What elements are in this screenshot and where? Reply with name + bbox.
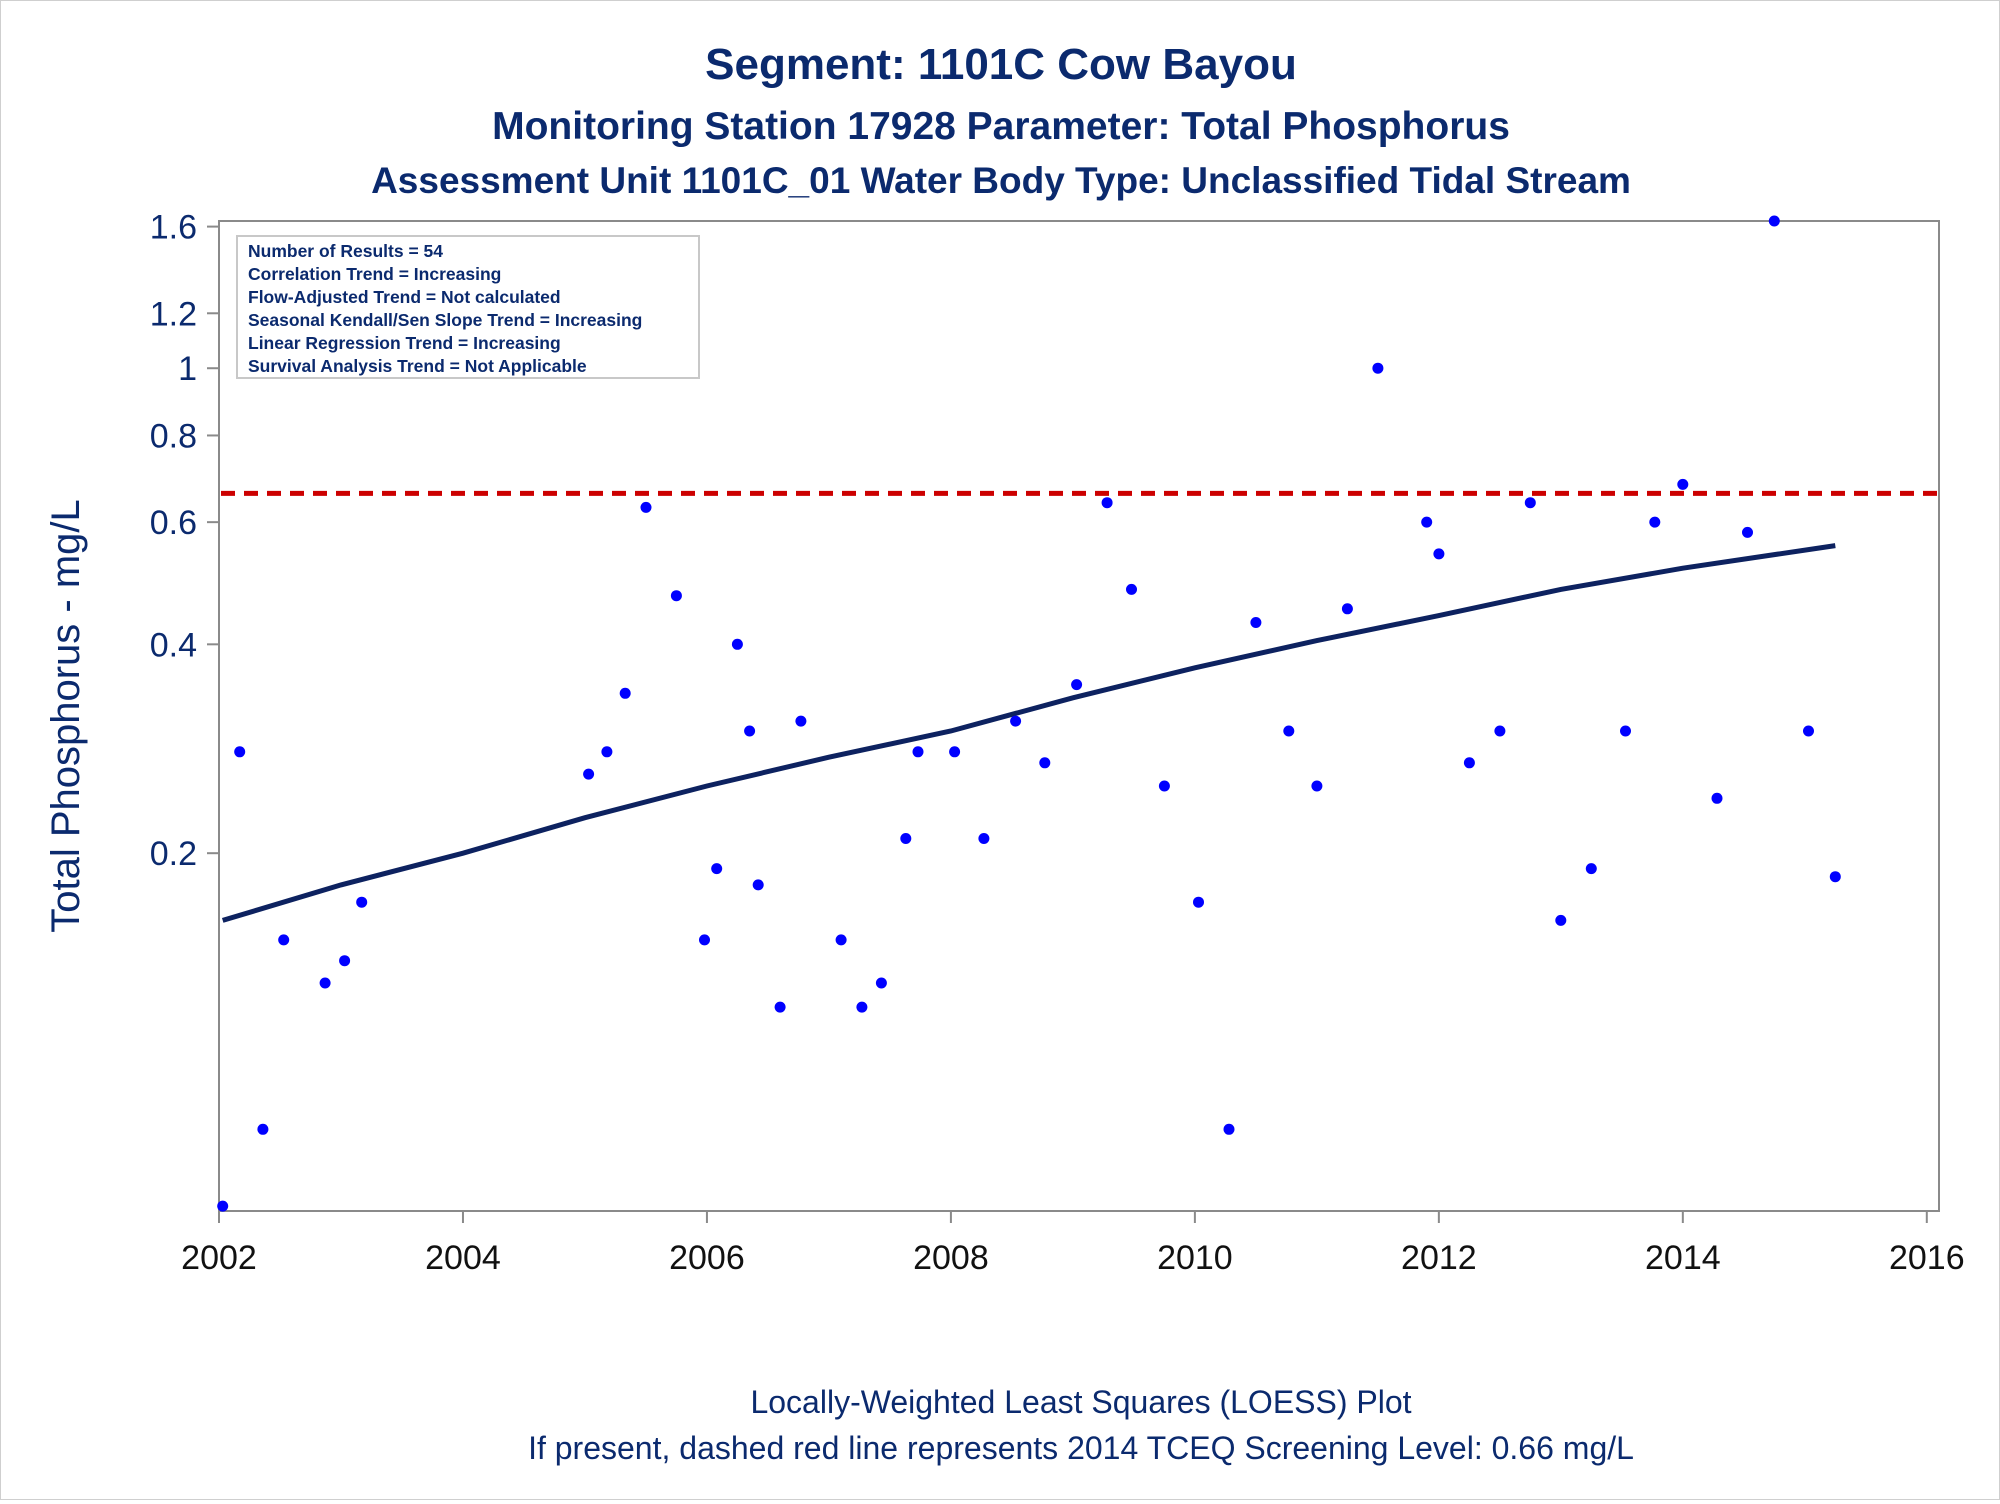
data-point: [583, 768, 595, 780]
data-point: [1677, 478, 1689, 490]
data-point: [1829, 871, 1841, 883]
data-point: [795, 715, 807, 727]
footnote-loess: Locally-Weighted Least Squares (LOESS) P…: [750, 1384, 1411, 1420]
y-axis-label: Total Phosphorus - mg/L: [44, 499, 88, 933]
data-point: [339, 955, 351, 967]
x-tick-label: 2008: [913, 1239, 989, 1277]
data-point: [1193, 896, 1204, 908]
data-point: [1649, 516, 1661, 528]
data-points: [217, 215, 1841, 1212]
data-point: [1223, 1123, 1235, 1135]
data-point: [217, 1200, 229, 1212]
data-point: [1372, 362, 1384, 374]
x-axis: 2002 2004 2006 2008 2010 2012 2014 2016: [181, 1211, 1965, 1277]
data-point: [1494, 725, 1506, 737]
footnote-screening: If present, dashed red line represents 2…: [528, 1430, 1634, 1466]
x-tick-label: 2010: [1157, 1239, 1233, 1277]
data-point: [1283, 725, 1295, 737]
data-point: [1463, 757, 1475, 769]
data-point: [1742, 526, 1753, 538]
chart-subtitle-2: Assessment Unit 1101C_01 Water Body Type…: [371, 160, 1631, 201]
data-point: [1250, 617, 1262, 628]
chart-subtitle: Monitoring Station 17928 Parameter: Tota…: [492, 105, 1510, 148]
stats-line-3: Flow-Adjusted Trend = Not calculated: [248, 287, 561, 307]
data-point: [1524, 497, 1536, 509]
data-point: [234, 746, 246, 758]
data-point: [1126, 583, 1137, 595]
data-point: [670, 590, 682, 602]
data-point: [744, 725, 756, 737]
data-point: [1039, 757, 1051, 769]
data-point: [619, 687, 631, 699]
chart-title: Segment: 1101C Cow Bayou: [705, 40, 1297, 89]
y-tick-label: 1.6: [150, 209, 197, 247]
loess-trend-line: [221, 543, 1836, 923]
data-point: [278, 934, 290, 946]
y-tick-label: 1.2: [150, 295, 197, 333]
data-point: [835, 934, 847, 946]
y-tick-label: 0.8: [150, 417, 197, 455]
data-point: [1101, 497, 1113, 509]
data-point: [1311, 780, 1323, 792]
x-tick-label: 2014: [1645, 1239, 1721, 1277]
data-point: [912, 746, 924, 758]
x-tick-label: 2006: [669, 1239, 745, 1277]
data-point: [900, 833, 912, 844]
data-point: [257, 1123, 269, 1135]
data-point: [711, 863, 723, 875]
y-tick-label: 0.4: [150, 626, 197, 664]
data-point: [1585, 863, 1597, 875]
x-tick-label: 2016: [1889, 1239, 1965, 1277]
data-point: [731, 638, 743, 650]
data-point: [1803, 725, 1814, 737]
data-point: [640, 501, 652, 513]
y-axis: 0.2 0.4 0.6 0.8 1 1.2 1.6: [150, 209, 219, 873]
data-point: [774, 1001, 786, 1013]
data-point: [1555, 914, 1567, 926]
x-tick-label: 2004: [425, 1239, 501, 1277]
y-tick-label: 0.2: [150, 835, 197, 873]
data-point: [319, 977, 331, 989]
data-point: [1711, 792, 1723, 804]
stats-line-6: Survival Analysis Trend = Not Applicable: [248, 356, 587, 376]
data-point: [356, 896, 368, 908]
data-point: [1341, 603, 1353, 615]
plot-area: [218, 220, 1940, 1212]
data-point: [1620, 725, 1631, 737]
data-point: [699, 934, 710, 946]
data-point: [1421, 516, 1433, 528]
data-point: [978, 833, 990, 844]
x-tick-label: 2012: [1401, 1239, 1477, 1277]
stats-line-5: Linear Regression Trend = Increasing: [248, 333, 561, 353]
data-point: [1158, 780, 1170, 792]
data-point: [1010, 715, 1022, 727]
data-point: [1433, 548, 1445, 560]
y-tick-label: 1: [178, 350, 197, 388]
data-point: [752, 879, 764, 891]
y-tick-label: 0.6: [150, 504, 197, 542]
data-point: [949, 746, 961, 758]
data-point: [856, 1001, 868, 1013]
stats-line-4: Seasonal Kendall/Sen Slope Trend = Incre…: [248, 310, 642, 330]
x-tick-label: 2002: [181, 1239, 257, 1277]
data-point: [875, 977, 887, 989]
data-point: [1071, 679, 1083, 691]
stats-line-2: Correlation Trend = Increasing: [248, 264, 501, 284]
stats-box: [236, 235, 700, 379]
data-point: [1768, 215, 1780, 227]
data-point: [601, 746, 613, 758]
stats-line-1: Number of Results = 54: [248, 241, 443, 261]
